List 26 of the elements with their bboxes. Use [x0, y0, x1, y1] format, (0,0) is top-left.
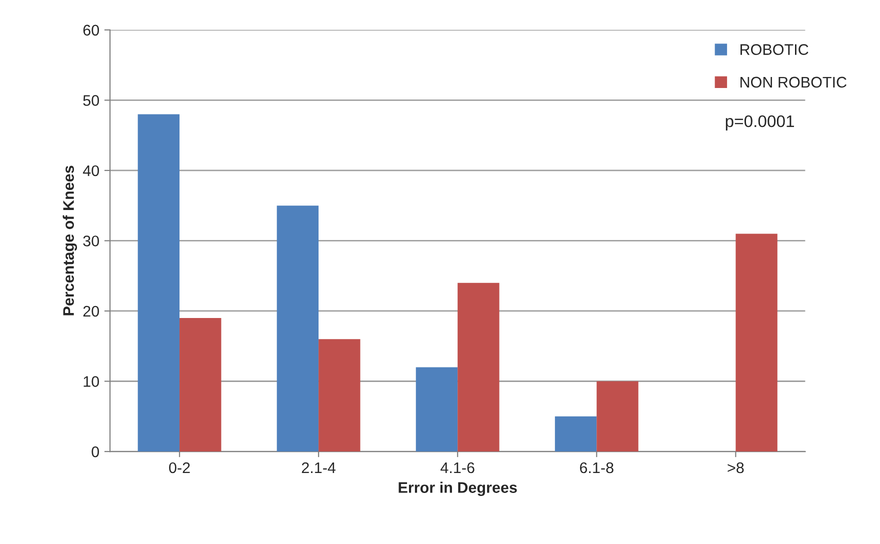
y-tick-label: 10 [84, 376, 99, 387]
y-tick-label: 50 [83, 95, 99, 106]
bar [138, 114, 180, 452]
y-axis-title: Percentage of Knees [62, 166, 78, 316]
bar [596, 381, 638, 452]
bar [416, 367, 458, 452]
bar [276, 206, 319, 452]
bar [318, 339, 360, 452]
y-tick-label: 60 [83, 24, 99, 36]
bar [736, 234, 778, 452]
x-tick-label: 0-2 [169, 462, 190, 474]
x-tick-label: 2.1-4 [302, 462, 336, 474]
x-tick-label: 4.1-6 [440, 462, 474, 474]
annotation: p=0.0001 [726, 115, 794, 130]
x-axis-title: Error in Degrees [398, 482, 517, 496]
bar [180, 318, 222, 452]
x-tick-label: 6.1-8 [580, 462, 614, 474]
x-tick-label: >8 [728, 462, 744, 474]
y-tick-label: 0 [92, 446, 99, 458]
y-tick-label: 40 [82, 165, 99, 176]
legend-label: ROBOTIC [740, 44, 808, 55]
bar [554, 416, 597, 452]
bar [458, 282, 500, 452]
y-tick-label: 20 [83, 306, 99, 317]
y-tick-label: 30 [83, 236, 99, 246]
legend-label: NON ROBOTIC [740, 76, 846, 88]
